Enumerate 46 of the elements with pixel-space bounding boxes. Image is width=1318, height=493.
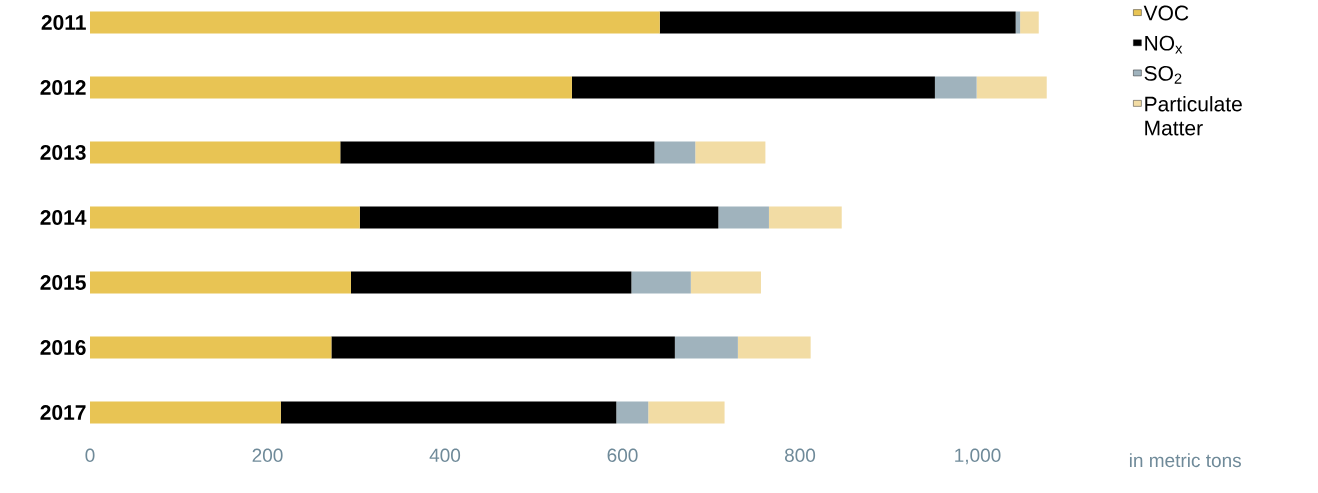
y-tick-label: 2012 xyxy=(40,80,86,95)
y-tick-label: 2011 xyxy=(41,15,86,30)
bar xyxy=(90,76,572,99)
y-tick-label: 2017 xyxy=(40,405,86,420)
x-tick-label: 200 xyxy=(252,448,283,462)
bar xyxy=(90,11,660,34)
bar xyxy=(90,271,351,294)
text: in metric tons xyxy=(1129,453,1241,468)
bar xyxy=(359,206,719,229)
x-tick-label: 0 xyxy=(85,448,95,462)
bar xyxy=(90,206,360,229)
bar xyxy=(654,141,696,164)
bar xyxy=(648,401,725,424)
bar xyxy=(616,401,649,424)
x-tick-label: 600 xyxy=(607,448,638,462)
bar xyxy=(90,336,332,359)
bar xyxy=(90,141,341,164)
bar xyxy=(631,271,691,294)
y-tick-label: 2014 xyxy=(40,210,87,225)
bar xyxy=(571,76,935,99)
bar xyxy=(976,76,1047,99)
legend-label: NO$_{x}$ xyxy=(1145,35,1183,54)
bar xyxy=(1020,11,1039,34)
legend-label: VOC xyxy=(1143,5,1189,21)
y-tick-label: 2013 xyxy=(40,145,86,160)
bar xyxy=(718,206,769,229)
bar xyxy=(737,336,811,359)
legend-label: SO$_{2}$ xyxy=(1144,65,1182,84)
bar xyxy=(934,76,977,99)
legend-label: Particulate Matter xyxy=(1145,96,1242,136)
bar xyxy=(674,336,738,359)
bar xyxy=(690,271,761,294)
bar xyxy=(340,141,655,164)
y-tick-label: 2016 xyxy=(40,340,86,355)
x-tick-label: 800 xyxy=(784,448,816,462)
bar xyxy=(331,336,675,359)
x-tick-label: 400 xyxy=(429,448,461,462)
bar xyxy=(280,401,617,424)
bar xyxy=(350,271,632,294)
bar xyxy=(1015,11,1021,34)
bar xyxy=(695,141,766,164)
bar xyxy=(90,401,281,424)
bar xyxy=(768,206,842,229)
y-tick-label: 2015 xyxy=(40,275,86,290)
bar xyxy=(659,11,1016,34)
x-tick-label: 1,000 xyxy=(955,448,1001,465)
